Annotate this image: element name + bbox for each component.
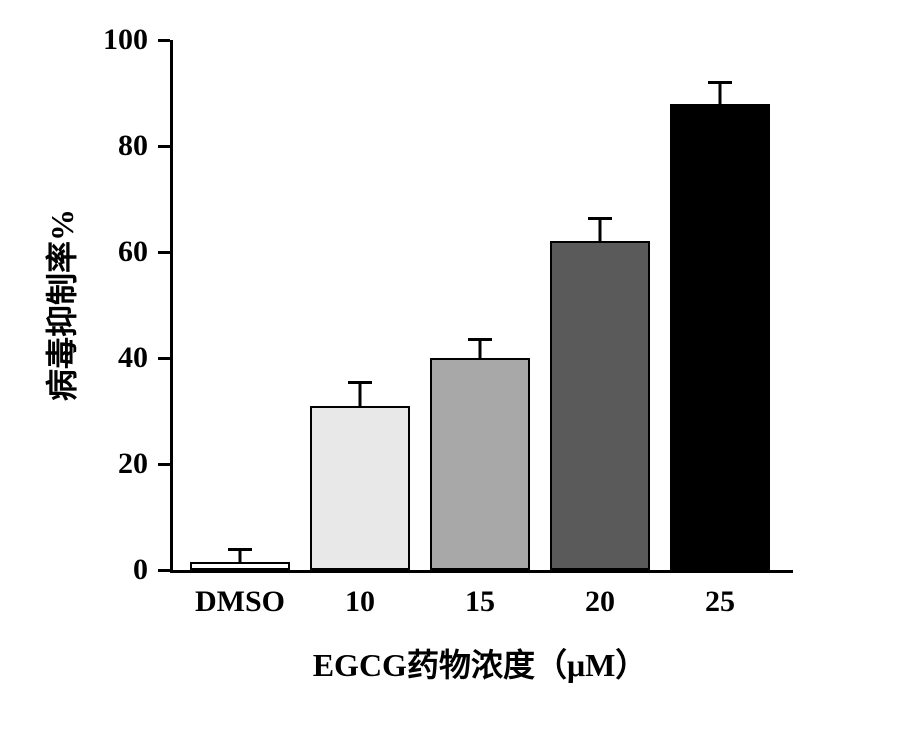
error-cap xyxy=(348,381,372,384)
x-tick-label: 25 xyxy=(705,585,735,619)
x-tick-label: DMSO xyxy=(195,585,285,619)
error-cap xyxy=(228,548,252,551)
y-tick xyxy=(158,251,170,254)
y-tick-label: 80 xyxy=(0,129,148,163)
y-tick xyxy=(158,145,170,148)
x-axis-title: EGCG药物浓度（μM） xyxy=(313,640,648,686)
x-tick-label: 15 xyxy=(465,585,495,619)
bar xyxy=(670,104,770,570)
bar xyxy=(430,358,530,570)
y-tick xyxy=(158,463,170,466)
y-tick-label: 60 xyxy=(0,235,148,269)
y-tick-label: 100 xyxy=(0,23,148,57)
y-tick xyxy=(158,39,170,42)
error-bar xyxy=(719,82,722,103)
y-tick xyxy=(158,569,170,572)
error-cap xyxy=(468,338,492,341)
bar-chart: 病毒抑制率% EGCG药物浓度（μM） DMSO10152025 0204060… xyxy=(0,0,907,743)
error-bar xyxy=(479,339,482,358)
y-tick-label: 0 xyxy=(0,553,148,587)
y-tick-label: 20 xyxy=(0,447,148,481)
bar xyxy=(310,406,410,570)
y-tick-label: 40 xyxy=(0,341,148,375)
bar xyxy=(550,241,650,570)
error-cap xyxy=(588,217,612,220)
error-bar xyxy=(599,218,602,242)
bar xyxy=(190,562,290,570)
x-tick-label: 20 xyxy=(585,585,615,619)
y-tick xyxy=(158,357,170,360)
error-bar xyxy=(359,382,362,406)
x-tick-label: 10 xyxy=(345,585,375,619)
error-cap xyxy=(708,81,732,84)
